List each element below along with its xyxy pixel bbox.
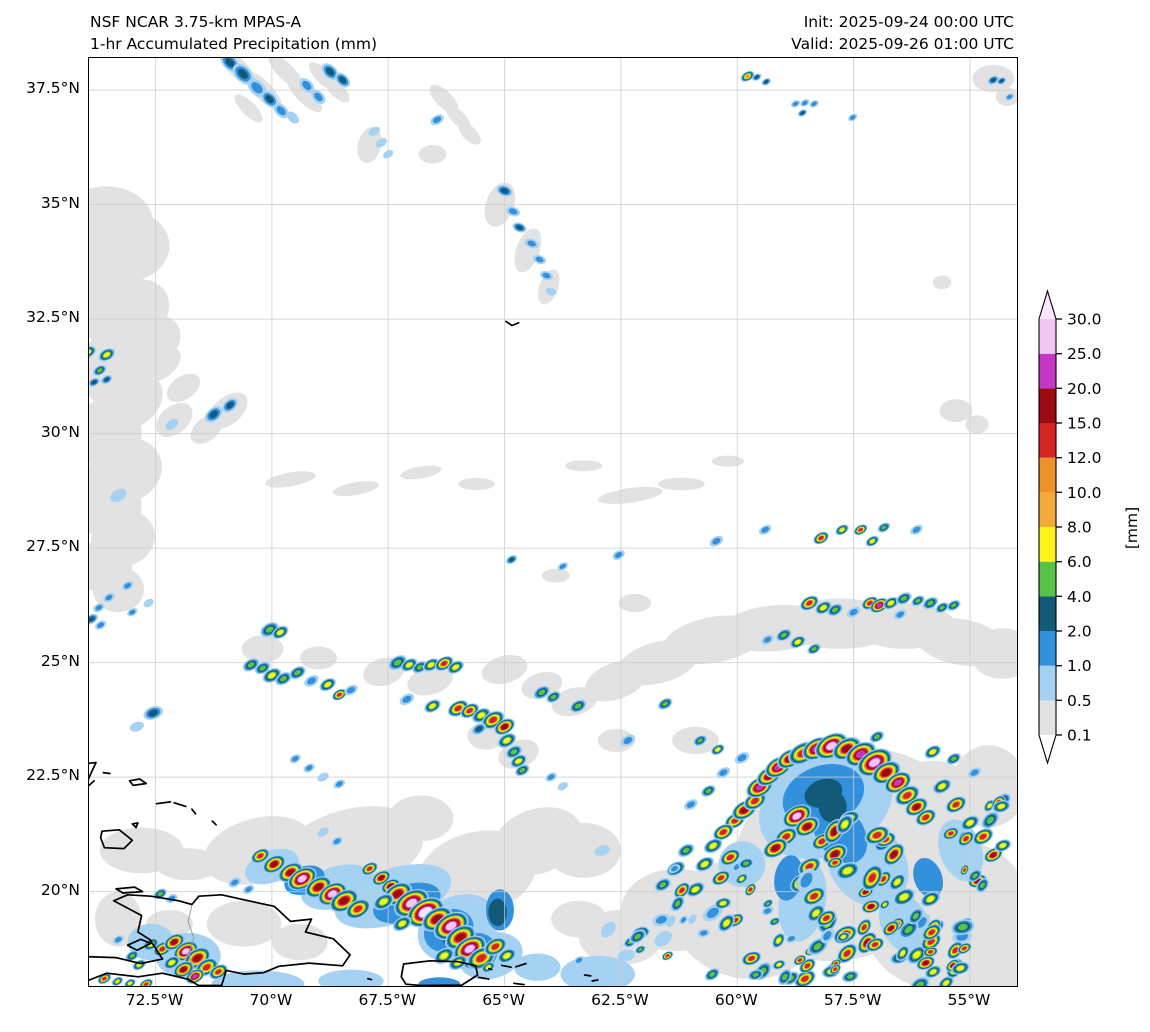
colorbar-tick-label: 30.0 (1067, 311, 1102, 329)
product-name: 1-hr Accumulated Precipitation (mm) (90, 35, 377, 53)
x-tick-label: 67.5°W (358, 991, 417, 1009)
colorbar-tick-label: 8.0 (1067, 519, 1092, 537)
colorbar-tick-label: 6.0 (1067, 553, 1092, 571)
coastline-acklins (89, 761, 97, 780)
x-tick-label: 60°W (714, 991, 758, 1009)
x-tick-label: 72.5°W (125, 991, 184, 1009)
x-tick-label: 70°W (249, 991, 293, 1009)
coastline-puerto-rico (400, 959, 479, 986)
precip-map-canvas (89, 58, 1017, 986)
coastline-caicos (155, 801, 172, 805)
colorbar-tick-label: 2.0 (1067, 623, 1092, 641)
haiti-dr-border (187, 905, 195, 980)
coastline-st-martin-group (591, 979, 599, 982)
y-tick-label: 32.5°N (26, 308, 80, 327)
x-tick-label: 57.5°W (823, 991, 882, 1009)
x-tick-label: 55°W (947, 991, 991, 1009)
coastline-great-inagua (99, 828, 134, 850)
coastline-st-martin-group (583, 974, 592, 977)
coastline-gonave (126, 938, 152, 952)
coastline-mona (366, 977, 373, 981)
coastline-virgin-islands (513, 982, 525, 986)
coastline-culebra (487, 967, 493, 971)
colorbar-tick-label: 15.0 (1067, 415, 1102, 433)
y-tick-label: 30°N (40, 422, 80, 441)
y-tick-label: 22.5°N (26, 766, 80, 785)
time-block: Init: 2025-09-24 00:00 UTC Valid: 2025-0… (791, 11, 1014, 55)
x-tick-label: 65°W (482, 991, 525, 1009)
coastline-turks (211, 820, 217, 826)
colorbar-units-label: [mm] (1123, 507, 1141, 549)
colorbar-canvas: 0.1 0.5 1.0 2.0 4.0 6.0 8.0 10.0 12.0 15.0 20.0 25.… (1038, 289, 1141, 765)
y-tick-label: 27.5°N (26, 537, 80, 556)
colorbar-tick-label: 25.0 (1067, 345, 1102, 363)
coastline-caicos (191, 808, 197, 815)
colorbar-tick-label: 0.1 (1067, 727, 1092, 745)
model-name: NSF NCAR 3.75-km MPAS-A (90, 13, 302, 31)
map-plot-area (88, 57, 1018, 987)
colorbar-tick-label: 12.0 (1067, 449, 1102, 467)
colorbar-tick-label: 10.0 (1067, 484, 1102, 502)
colorbar-tick-label: 1.0 (1067, 657, 1092, 675)
y-tick-label: 25°N (40, 651, 80, 670)
coastline-little-inagua (131, 822, 139, 829)
coastline-bermuda (505, 320, 520, 327)
colorbar-tick-label: 0.5 (1067, 692, 1092, 710)
colorbar-tick-label: 4.0 (1067, 588, 1092, 606)
coastline-tortue (115, 886, 144, 894)
coastline-virgin-islands (514, 962, 527, 968)
y-tick-label: 37.5°N (26, 79, 80, 98)
colorbar: 0.1 0.5 1.0 2.0 4.0 6.0 8.0 10.0 12.0 15.0 20.0 25.… (1028, 283, 1150, 783)
x-tick-label: 62.5°W (591, 991, 649, 1009)
title-block: NSF NCAR 3.75-km MPAS-A 1-hr Accumulated… (90, 11, 377, 55)
coastline-hispaniola (89, 893, 351, 986)
coastline-plana-cays (102, 771, 111, 775)
coastline-crooked-island (89, 779, 95, 787)
init-time: Init: 2025-09-24 00:00 UTC (803, 13, 1014, 31)
valid-time: Valid: 2025-09-26 01:00 UTC (791, 35, 1014, 53)
y-tick-label: 35°N (40, 193, 80, 212)
y-tick-label: 20°N (40, 880, 80, 899)
colorbar-tick-label: 20.0 (1067, 380, 1102, 398)
coastline-vieques (477, 976, 490, 980)
coastline-virgin-islands (500, 964, 512, 969)
coastline-mayaguana (128, 778, 148, 787)
coastline-caicos (173, 801, 187, 808)
